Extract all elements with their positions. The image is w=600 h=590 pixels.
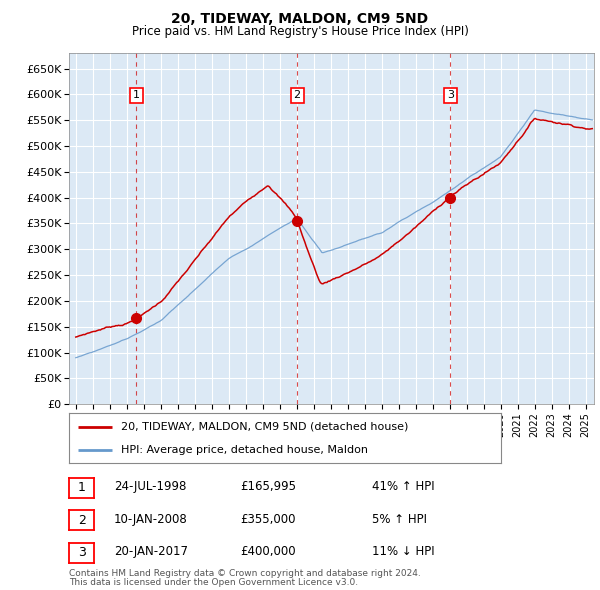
Text: This data is licensed under the Open Government Licence v3.0.: This data is licensed under the Open Gov… <box>69 578 358 587</box>
Text: 2: 2 <box>293 90 301 100</box>
Text: HPI: Average price, detached house, Maldon: HPI: Average price, detached house, Mald… <box>121 445 368 455</box>
Text: Price paid vs. HM Land Registry's House Price Index (HPI): Price paid vs. HM Land Registry's House … <box>131 25 469 38</box>
Text: £165,995: £165,995 <box>240 480 296 493</box>
Text: 10-JAN-2008: 10-JAN-2008 <box>114 513 188 526</box>
Text: 5% ↑ HPI: 5% ↑ HPI <box>372 513 427 526</box>
Text: 20, TIDEWAY, MALDON, CM9 5ND: 20, TIDEWAY, MALDON, CM9 5ND <box>172 12 428 26</box>
Text: 20-JAN-2017: 20-JAN-2017 <box>114 545 188 558</box>
Text: 1: 1 <box>133 90 140 100</box>
Text: £355,000: £355,000 <box>240 513 296 526</box>
Text: 2: 2 <box>77 514 86 527</box>
Text: 20, TIDEWAY, MALDON, CM9 5ND (detached house): 20, TIDEWAY, MALDON, CM9 5ND (detached h… <box>121 421 408 431</box>
Text: Contains HM Land Registry data © Crown copyright and database right 2024.: Contains HM Land Registry data © Crown c… <box>69 569 421 578</box>
Text: 24-JUL-1998: 24-JUL-1998 <box>114 480 187 493</box>
Text: 11% ↓ HPI: 11% ↓ HPI <box>372 545 434 558</box>
Text: 1: 1 <box>77 481 86 494</box>
Text: 3: 3 <box>77 546 86 559</box>
Text: £400,000: £400,000 <box>240 545 296 558</box>
Text: 41% ↑ HPI: 41% ↑ HPI <box>372 480 434 493</box>
Text: 3: 3 <box>447 90 454 100</box>
